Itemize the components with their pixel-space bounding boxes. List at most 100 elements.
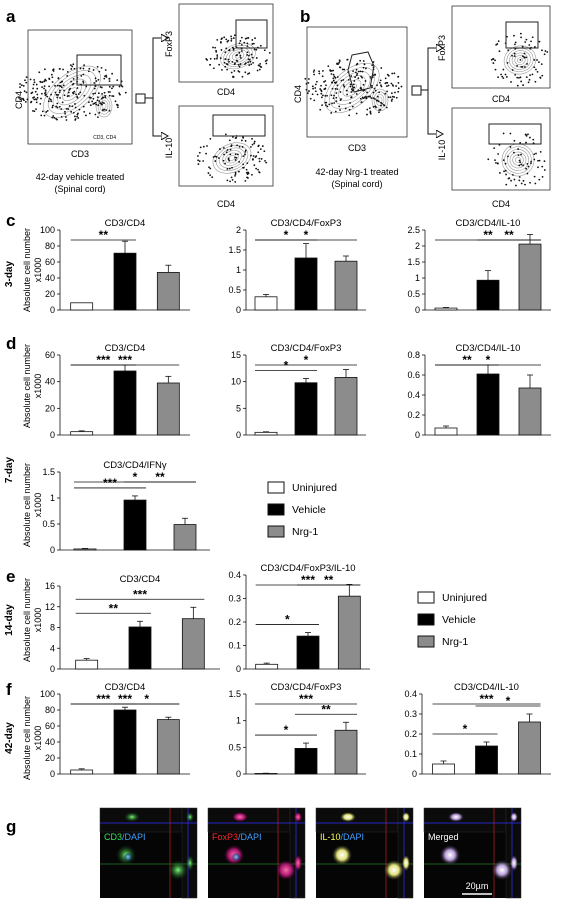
event-dot [234, 156, 236, 159]
chart-e1-tick-label: 4 [50, 643, 55, 653]
chart-f2-title: CD3/CD4/FoxP3 [271, 682, 342, 693]
event-dot [331, 102, 333, 105]
event-dot [505, 76, 508, 78]
event-dot [362, 66, 365, 69]
event-dot [233, 70, 236, 72]
chart-d2-bar-vehicle [294, 382, 318, 436]
event-dot [51, 81, 54, 83]
event-dot [225, 151, 228, 154]
chart-d3-significance-label: ** [462, 353, 472, 367]
chart-d2-bar-uninjured [254, 431, 278, 436]
event-dot [336, 76, 339, 78]
chart-c2-tick-label: 2 [236, 225, 241, 235]
event-dot [368, 107, 371, 109]
event-dot [330, 94, 333, 97]
contour-line [47, 70, 97, 114]
event-dot [372, 105, 375, 108]
event-dot [116, 79, 119, 82]
event-dot [59, 97, 61, 99]
event-dot [72, 82, 75, 85]
event-dot [361, 70, 364, 73]
flow-a-foxp3-plot [178, 3, 274, 83]
event-dot [24, 79, 26, 82]
event-dot [58, 105, 61, 108]
event-dot [361, 76, 364, 79]
event-dot [513, 139, 516, 142]
event-dot [67, 108, 70, 111]
event-dot [247, 37, 250, 39]
event-dot [233, 34, 236, 37]
panel-letter-e: e [6, 567, 15, 586]
event-dot [39, 102, 42, 105]
event-dot [48, 77, 51, 80]
event-dot [94, 85, 97, 88]
chart-c1: CD3/CD4 0 20 40 60 80 100 ** [40, 218, 190, 315]
chart-c2-tick-label: 0.5 [228, 285, 241, 295]
event-dot [304, 77, 307, 80]
event-dot [522, 179, 525, 182]
event-dot [356, 72, 359, 75]
event-dot [207, 172, 210, 174]
chart-f3-tick-label: 0 [412, 769, 417, 779]
event-dot [494, 159, 496, 161]
event-dot [98, 100, 101, 103]
row-label-7-day: 7-day [4, 457, 15, 484]
event-dot [226, 179, 229, 182]
event-dot [527, 133, 529, 136]
ylabel-d-bottom-line1: Absolute cell number [22, 463, 32, 547]
event-dot [116, 106, 119, 109]
micrograph-cd3-label: CD3/DAPI [104, 832, 146, 842]
event-dot [230, 35, 232, 38]
event-dot [349, 102, 351, 104]
chart-f3-tick-label: 0.4 [404, 689, 417, 699]
chart-d4-bar-uninjured [73, 548, 97, 551]
event-dot [62, 84, 65, 87]
event-dot [519, 32, 522, 35]
event-dot [520, 163, 523, 166]
event-dot [397, 87, 400, 90]
flow-a-il10-plot [178, 105, 274, 187]
event-dot [230, 39, 233, 42]
chart-e2-tick-label: 0.4 [228, 570, 241, 580]
event-dot [487, 158, 490, 161]
event-dot [393, 96, 396, 98]
event-dot [26, 98, 29, 101]
event-dot [102, 108, 104, 111]
chart-c2-significance-label: * [284, 228, 289, 242]
event-dot [497, 153, 500, 155]
event-dot [229, 148, 232, 151]
event-dot [525, 38, 528, 41]
event-dot [255, 48, 258, 51]
event-dot [354, 71, 357, 74]
flow-b-caption-2: (Spinal cord) [331, 179, 382, 189]
scale-bar-label: 20µm [466, 881, 489, 891]
chart-e2-tick-label: 0 [236, 664, 241, 674]
event-dot [507, 49, 510, 52]
event-dot [502, 159, 505, 161]
event-dot [516, 84, 519, 87]
event-dot [104, 75, 106, 78]
event-dot [247, 58, 250, 60]
event-dot [391, 95, 394, 98]
event-dot [216, 54, 219, 57]
event-dot [100, 102, 103, 105]
event-dot [100, 97, 103, 100]
contour-line [504, 146, 532, 174]
event-dot [205, 58, 208, 60]
event-dot [541, 165, 544, 168]
flow-b-main-ylabel: CD4 [293, 85, 303, 103]
event-dot [111, 95, 114, 97]
event-dot [73, 90, 76, 93]
event-dot [244, 180, 247, 182]
chart-e2-tick-label: 0.1 [228, 641, 241, 651]
cell-signal [294, 855, 302, 871]
event-dot [345, 89, 348, 92]
chart-f2-bar-nrg1 [334, 729, 358, 775]
event-dot [101, 96, 104, 99]
event-dot [227, 58, 230, 61]
event-dot [249, 60, 252, 63]
chart-c3-title: CD3/CD4/IL-10 [456, 218, 521, 229]
event-dot [223, 61, 226, 64]
event-dot [236, 144, 239, 147]
event-dot [234, 159, 237, 161]
